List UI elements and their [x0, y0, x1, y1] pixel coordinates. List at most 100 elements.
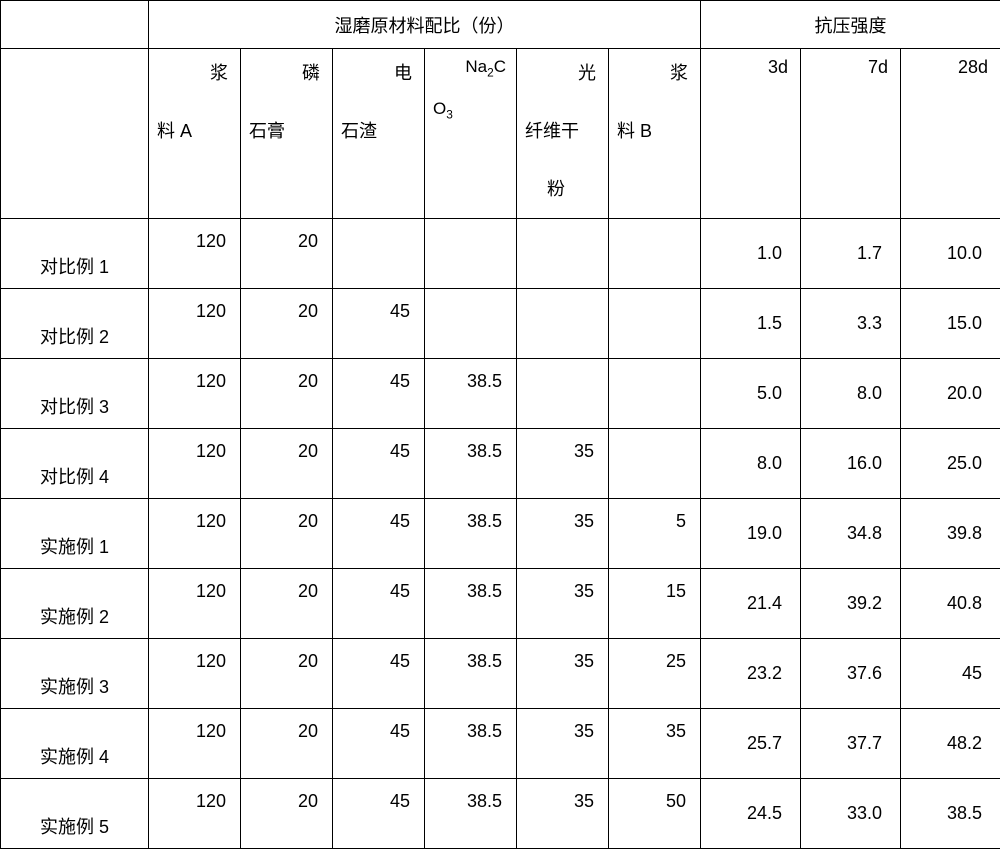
- cell-slurryA: 120: [149, 429, 241, 499]
- cell-phos: 20: [241, 779, 333, 849]
- cell-d7: 37.6: [801, 639, 901, 709]
- col-fiber-mid: 纤维干: [525, 117, 579, 143]
- cell-d3: 23.2: [701, 639, 801, 709]
- col-28d-label: 28d: [958, 57, 988, 78]
- cell-elec: 45: [333, 429, 425, 499]
- cell-d3: 8.0: [701, 429, 801, 499]
- cell-na: [425, 219, 517, 289]
- table-row: 对比例 3120204538.55.08.020.0: [1, 359, 1000, 429]
- cell-fiber: [517, 289, 609, 359]
- cell-na: [425, 289, 517, 359]
- cell-na: 38.5: [425, 499, 517, 569]
- row-label: 实施例 2: [1, 569, 149, 639]
- cell-d7: 8.0: [801, 359, 901, 429]
- cell-d28: 39.8: [901, 499, 1000, 569]
- table-row: 对比例 1120201.01.710.0: [1, 219, 1000, 289]
- col-slurry-b: 浆 料 B: [609, 49, 701, 219]
- table-row: 对比例 212020451.53.315.0: [1, 289, 1000, 359]
- cell-slurryA: 120: [149, 359, 241, 429]
- col-slurry-a-bot: 料 A: [157, 117, 192, 143]
- cell-slurryA: 120: [149, 289, 241, 359]
- group-header-row: 湿磨原材料配比（份） 抗压强度: [1, 1, 1000, 49]
- cell-d7: 16.0: [801, 429, 901, 499]
- cell-slurryA: 120: [149, 219, 241, 289]
- row-label: 对比例 3: [1, 359, 149, 429]
- table-row: 实施例 4120204538.5353525.737.748.2: [1, 709, 1000, 779]
- cell-phos: 20: [241, 639, 333, 709]
- cell-phos: 20: [241, 499, 333, 569]
- cell-fiber: [517, 219, 609, 289]
- col-slurry-b-top: 浆: [670, 59, 688, 85]
- cell-slurryA: 120: [149, 499, 241, 569]
- col-na2co3-top: Na2C: [465, 57, 506, 79]
- cell-na: 38.5: [425, 779, 517, 849]
- cell-d3: 5.0: [701, 359, 801, 429]
- cell-fiber: 35: [517, 709, 609, 779]
- col-7d: 7d: [801, 49, 901, 219]
- cell-phos: 20: [241, 219, 333, 289]
- cell-d28: 45: [901, 639, 1000, 709]
- cell-na: 38.5: [425, 569, 517, 639]
- column-header-row: 浆 料 A 磷 石膏 电 石渣 Na2C O3 光 纤维干 粉 浆 料 B 3d…: [1, 49, 1000, 219]
- cell-slurryB: 15: [609, 569, 701, 639]
- table-row: 实施例 5120204538.5355024.533.038.5: [1, 779, 1000, 849]
- col-slurry-a: 浆 料 A: [149, 49, 241, 219]
- row-label: 对比例 4: [1, 429, 149, 499]
- table-row: 实施例 3120204538.5352523.237.645: [1, 639, 1000, 709]
- col-na2co3-bot: O3: [433, 99, 453, 121]
- row-label: 实施例 1: [1, 499, 149, 569]
- cell-phos: 20: [241, 709, 333, 779]
- cell-elec: 45: [333, 289, 425, 359]
- cell-d28: 20.0: [901, 359, 1000, 429]
- cell-d28: 48.2: [901, 709, 1000, 779]
- col-3d-label: 3d: [768, 57, 788, 78]
- cell-d28: 10.0: [901, 219, 1000, 289]
- cell-slurryB: [609, 359, 701, 429]
- cell-fiber: 35: [517, 429, 609, 499]
- strength-group-header: 抗压强度: [701, 1, 1000, 49]
- cell-elec: 45: [333, 639, 425, 709]
- cell-slurryA: 120: [149, 639, 241, 709]
- cell-d7: 37.7: [801, 709, 901, 779]
- cell-d3: 21.4: [701, 569, 801, 639]
- cell-d3: 1.5: [701, 289, 801, 359]
- col-7d-label: 7d: [868, 57, 888, 78]
- row-label: 实施例 4: [1, 709, 149, 779]
- col-elec-top: 电: [394, 59, 412, 85]
- cell-d28: 15.0: [901, 289, 1000, 359]
- col-elec-bot: 石渣: [341, 117, 377, 143]
- col-fiber-bot: 粉: [547, 175, 565, 201]
- col-slurry-b-bot: 料 B: [617, 117, 652, 143]
- cell-d3: 24.5: [701, 779, 801, 849]
- col-fiber-powder: 光 纤维干 粉: [517, 49, 609, 219]
- cell-d7: 1.7: [801, 219, 901, 289]
- cell-phos: 20: [241, 289, 333, 359]
- cell-fiber: 35: [517, 779, 609, 849]
- cell-phos: 20: [241, 429, 333, 499]
- cell-slurryB: [609, 429, 701, 499]
- row-label: 实施例 5: [1, 779, 149, 849]
- cell-fiber: 35: [517, 639, 609, 709]
- col-28d: 28d: [901, 49, 1000, 219]
- cell-na: 38.5: [425, 639, 517, 709]
- cell-slurryB: 50: [609, 779, 701, 849]
- cell-slurryB: [609, 289, 701, 359]
- cell-na: 38.5: [425, 709, 517, 779]
- col-fiber-top: 光: [578, 59, 596, 85]
- data-table: 湿磨原材料配比（份） 抗压强度 浆 料 A 磷 石膏 电 石渣 Na2C O3 …: [0, 0, 1000, 849]
- cell-elec: 45: [333, 499, 425, 569]
- row-label: 实施例 3: [1, 639, 149, 709]
- col-3d: 3d: [701, 49, 801, 219]
- cell-d28: 38.5: [901, 779, 1000, 849]
- cell-slurryA: 120: [149, 779, 241, 849]
- cell-fiber: 35: [517, 499, 609, 569]
- cell-d3: 25.7: [701, 709, 801, 779]
- row-label: 对比例 1: [1, 219, 149, 289]
- cell-slurryB: 5: [609, 499, 701, 569]
- cell-phos: 20: [241, 569, 333, 639]
- cell-na: 38.5: [425, 429, 517, 499]
- cell-slurryB: 35: [609, 709, 701, 779]
- cell-slurryA: 120: [149, 569, 241, 639]
- cell-slurryB: [609, 219, 701, 289]
- materials-group-header: 湿磨原材料配比（份）: [149, 1, 701, 49]
